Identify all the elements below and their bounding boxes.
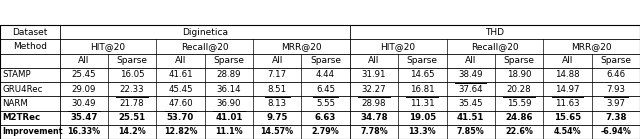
Text: HIT@20: HIT@20 (381, 42, 416, 51)
Text: 15.65: 15.65 (554, 113, 581, 122)
Text: 11.31: 11.31 (410, 99, 435, 108)
Text: All: All (562, 56, 573, 65)
Text: 30.49: 30.49 (72, 99, 96, 108)
Text: Sparse: Sparse (116, 56, 148, 65)
Text: Recall@20: Recall@20 (471, 42, 518, 51)
Text: GRU4Rec: GRU4Rec (3, 85, 43, 94)
Text: -6.94%: -6.94% (600, 127, 631, 136)
Text: Sparse: Sparse (213, 56, 244, 65)
Text: STAMP: STAMP (3, 70, 31, 79)
Text: Sparse: Sparse (504, 56, 534, 65)
Text: All: All (175, 56, 186, 65)
Text: MRR@20: MRR@20 (572, 42, 612, 51)
Text: 25.45: 25.45 (72, 70, 96, 79)
Text: Improvement: Improvement (3, 127, 63, 136)
Text: Sparse: Sparse (310, 56, 341, 65)
Text: M2TRec: M2TRec (3, 113, 41, 122)
Text: 3.97: 3.97 (606, 99, 625, 108)
Text: MRR@20: MRR@20 (281, 42, 322, 51)
Text: 45.45: 45.45 (168, 85, 193, 94)
Text: Dataset: Dataset (12, 28, 47, 37)
Text: 6.45: 6.45 (316, 85, 335, 94)
Text: THD: THD (485, 28, 504, 37)
Text: All: All (465, 56, 476, 65)
Text: 14.65: 14.65 (410, 70, 435, 79)
Text: NARM: NARM (3, 99, 28, 108)
Text: 7.38: 7.38 (605, 113, 627, 122)
Text: 6.63: 6.63 (315, 113, 336, 122)
Text: 47.60: 47.60 (168, 99, 193, 108)
Text: 14.2%: 14.2% (118, 127, 146, 136)
Text: Diginetica: Diginetica (182, 28, 228, 37)
Text: All: All (368, 56, 380, 65)
Text: 21.78: 21.78 (120, 99, 145, 108)
Text: 7.78%: 7.78% (360, 127, 388, 136)
Text: 11.63: 11.63 (555, 99, 580, 108)
Text: 7.17: 7.17 (268, 70, 287, 79)
Text: 35.45: 35.45 (458, 99, 483, 108)
Text: 2.79%: 2.79% (312, 127, 339, 136)
Text: 11.1%: 11.1% (215, 127, 243, 136)
Text: 38.49: 38.49 (458, 70, 483, 79)
Text: 18.90: 18.90 (507, 70, 531, 79)
Text: Method: Method (13, 42, 47, 51)
Text: Recall@20: Recall@20 (181, 42, 228, 51)
Text: 36.14: 36.14 (216, 85, 241, 94)
Text: 31.91: 31.91 (362, 70, 386, 79)
Text: 28.89: 28.89 (216, 70, 241, 79)
Text: 19.05: 19.05 (409, 113, 436, 122)
Text: 41.01: 41.01 (215, 113, 243, 122)
Text: 16.33%: 16.33% (67, 127, 100, 136)
Text: 7.93: 7.93 (606, 85, 625, 94)
Text: 16.81: 16.81 (410, 85, 435, 94)
Text: 22.33: 22.33 (120, 85, 145, 94)
Text: 36.90: 36.90 (216, 99, 241, 108)
Text: HIT@20: HIT@20 (90, 42, 125, 51)
Text: 15.59: 15.59 (507, 99, 531, 108)
Text: 34.78: 34.78 (360, 113, 388, 122)
Text: 12.82%: 12.82% (164, 127, 197, 136)
Text: 14.97: 14.97 (555, 85, 580, 94)
Text: 8.51: 8.51 (268, 85, 287, 94)
Text: All: All (78, 56, 90, 65)
Text: 8.13: 8.13 (268, 99, 287, 108)
Text: 20.28: 20.28 (507, 85, 531, 94)
Text: Sparse: Sparse (600, 56, 631, 65)
Text: 9.75: 9.75 (266, 113, 288, 122)
Text: 14.88: 14.88 (555, 70, 580, 79)
Text: 22.6%: 22.6% (505, 127, 533, 136)
Text: Sparse: Sparse (407, 56, 438, 65)
Text: All: All (271, 56, 283, 65)
Text: 41.51: 41.51 (457, 113, 484, 122)
Text: 29.09: 29.09 (72, 85, 96, 94)
Text: 37.64: 37.64 (458, 85, 483, 94)
Text: 28.98: 28.98 (362, 99, 386, 108)
Text: 24.86: 24.86 (506, 113, 533, 122)
Text: 32.27: 32.27 (362, 85, 387, 94)
Text: 41.61: 41.61 (168, 70, 193, 79)
Text: 14.57%: 14.57% (260, 127, 294, 136)
Text: 25.51: 25.51 (118, 113, 146, 122)
Text: 13.3%: 13.3% (408, 127, 436, 136)
Text: 7.85%: 7.85% (457, 127, 484, 136)
Text: 35.47: 35.47 (70, 113, 97, 122)
Text: 6.46: 6.46 (606, 70, 625, 79)
Text: 4.44: 4.44 (316, 70, 335, 79)
Text: 5.55: 5.55 (316, 99, 335, 108)
Text: 16.05: 16.05 (120, 70, 145, 79)
Text: 53.70: 53.70 (167, 113, 194, 122)
Text: 4.54%: 4.54% (554, 127, 581, 136)
